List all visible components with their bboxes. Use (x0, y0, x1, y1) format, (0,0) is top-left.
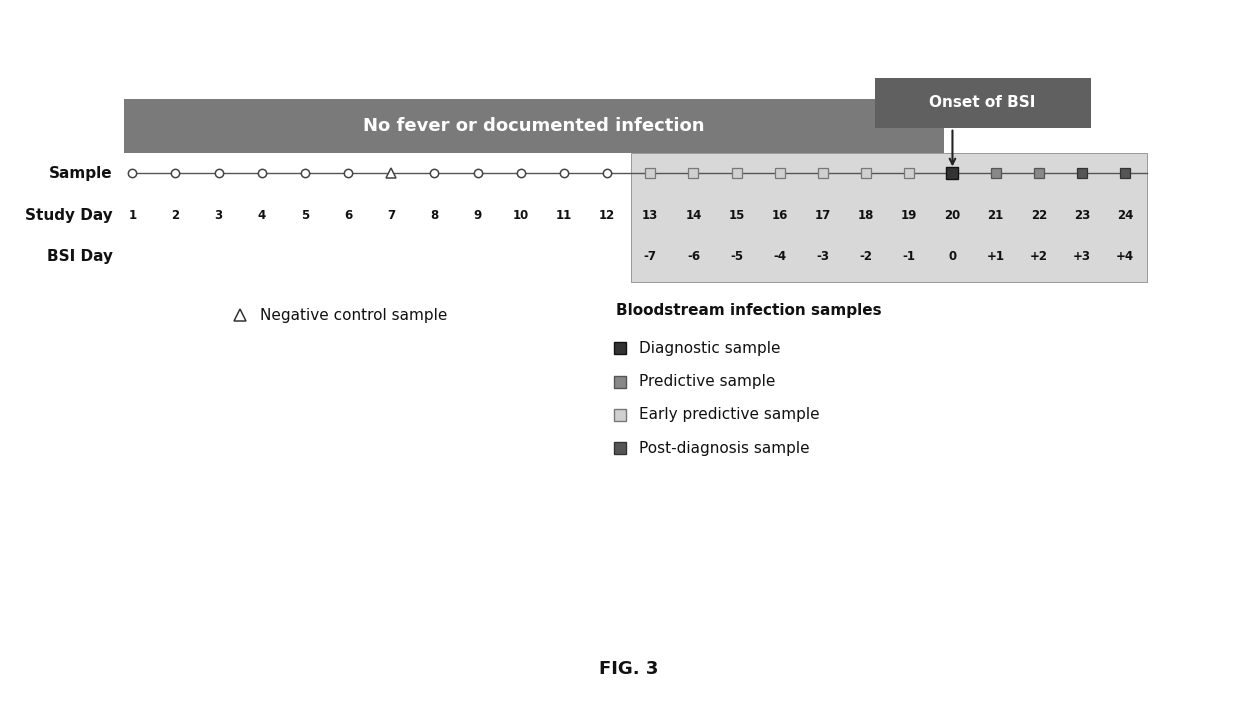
Text: FIG. 3: FIG. 3 (599, 660, 658, 678)
Text: 8: 8 (430, 209, 439, 221)
Text: -3: -3 (816, 250, 830, 263)
Text: 18: 18 (858, 209, 874, 221)
Text: 7: 7 (387, 209, 396, 221)
Text: 10: 10 (512, 209, 529, 221)
Text: 16: 16 (771, 209, 787, 221)
Text: +4: +4 (1116, 250, 1135, 263)
Text: -6: -6 (687, 250, 701, 263)
Text: -1: -1 (903, 250, 916, 263)
Text: 5: 5 (301, 209, 309, 221)
Text: 17: 17 (815, 209, 831, 221)
Text: Study Day: Study Day (25, 207, 113, 223)
FancyBboxPatch shape (124, 99, 944, 153)
Text: Diagnostic sample: Diagnostic sample (640, 341, 781, 356)
Text: 14: 14 (686, 209, 702, 221)
Text: Bloodstream infection samples: Bloodstream infection samples (616, 303, 882, 319)
Text: -5: -5 (730, 250, 743, 263)
Text: -4: -4 (774, 250, 786, 263)
Text: 4: 4 (258, 209, 265, 221)
Text: 6: 6 (343, 209, 352, 221)
FancyBboxPatch shape (874, 78, 1091, 128)
Text: +3: +3 (1073, 250, 1091, 263)
Text: Negative control sample: Negative control sample (259, 307, 446, 322)
Text: 15: 15 (728, 209, 745, 221)
Text: Onset of BSI: Onset of BSI (930, 95, 1035, 110)
Bar (631, 153, 1147, 282)
Text: Early predictive sample: Early predictive sample (640, 407, 820, 422)
Text: +1: +1 (987, 250, 1004, 263)
Text: +2: +2 (1029, 250, 1048, 263)
Text: 11: 11 (556, 209, 572, 221)
Text: -2: -2 (859, 250, 873, 263)
Text: 23: 23 (1074, 209, 1090, 221)
Text: 2: 2 (171, 209, 180, 221)
Text: 1: 1 (128, 209, 136, 221)
Text: 22: 22 (1030, 209, 1047, 221)
Text: 13: 13 (642, 209, 658, 221)
Text: No fever or documented infection: No fever or documented infection (363, 116, 704, 135)
Text: 24: 24 (1117, 209, 1133, 221)
Text: 20: 20 (945, 209, 961, 221)
Text: Post-diagnosis sample: Post-diagnosis sample (640, 441, 810, 455)
Text: -7: -7 (644, 250, 657, 263)
Text: BSI Day: BSI Day (47, 250, 113, 264)
Text: Sample: Sample (50, 166, 113, 181)
Text: 12: 12 (599, 209, 615, 221)
Text: 9: 9 (474, 209, 481, 221)
Text: 21: 21 (987, 209, 1003, 221)
Text: 0: 0 (949, 250, 956, 263)
Text: Predictive sample: Predictive sample (640, 374, 776, 389)
Text: 19: 19 (901, 209, 918, 221)
Text: 3: 3 (215, 209, 223, 221)
